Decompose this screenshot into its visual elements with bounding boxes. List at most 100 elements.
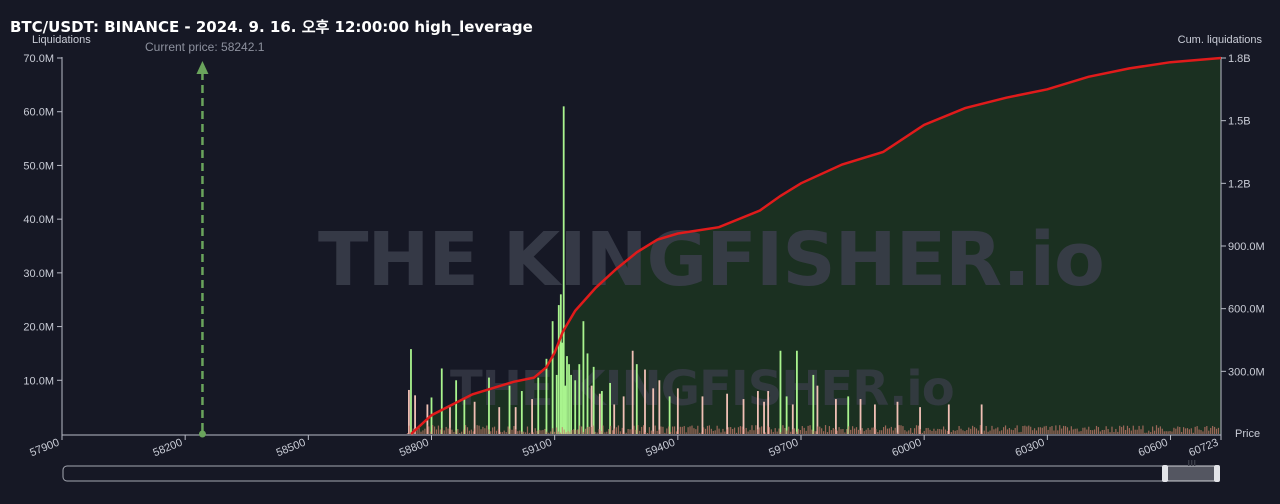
- liquidation-noise-bar: [521, 431, 523, 434]
- slider-track[interactable]: [62, 465, 1220, 482]
- liquidation-noise-bar: [879, 430, 881, 434]
- liquidation-bar: [676, 388, 679, 434]
- liquidation-bar: [896, 401, 899, 434]
- liquidation-noise-bar: [1045, 425, 1047, 434]
- liquidation-noise-bar: [503, 430, 505, 434]
- liquidation-noise-bar: [815, 431, 817, 434]
- liquidation-noise-bar: [542, 430, 544, 434]
- liquidation-bar: [578, 364, 581, 434]
- liquidation-noise-bar: [550, 431, 552, 434]
- liquidation-noise-bar: [792, 429, 794, 434]
- liquidation-bar: [859, 399, 862, 434]
- liquidation-noise-bar: [530, 432, 532, 434]
- liquidation-noise-bar: [612, 430, 614, 434]
- liquidation-bar: [644, 369, 646, 434]
- liquidation-noise-bar: [1113, 431, 1115, 434]
- watermark-text-1: THE KINGFISHER.io: [318, 217, 1104, 303]
- liquidation-noise-bar: [735, 432, 738, 434]
- liquidation-noise-bar: [983, 430, 985, 434]
- liquidation-noise-bar: [687, 427, 689, 434]
- liquidation-noise-bar: [478, 425, 480, 434]
- liquidation-noise-bar: [697, 425, 699, 434]
- liquidation-noise-bar: [757, 429, 759, 434]
- liquidation-noise-bar: [675, 431, 678, 434]
- liquidation-noise-bar: [662, 426, 664, 434]
- liquidation-noise-bar: [1090, 429, 1092, 434]
- liquidation-noise-bar: [1208, 430, 1210, 434]
- liquidation-noise-bar: [1018, 432, 1020, 434]
- liquidation-noise-bar: [1047, 429, 1049, 434]
- current-price-marker: Current price: 58242.1: [145, 40, 265, 438]
- liquidation-noise-bar: [683, 426, 685, 434]
- liquidation-noise-bar: [672, 426, 674, 434]
- liquidation-noise-bar: [1095, 425, 1098, 434]
- liquidation-noise-bar: [968, 427, 970, 434]
- liquidation-noise-bar: [424, 428, 426, 434]
- liquidation-noise-bar: [1157, 427, 1160, 434]
- liquidation-noise-bar: [447, 428, 449, 434]
- liquidation-noise-bar: [540, 430, 542, 434]
- liquidation-noise-bar: [650, 430, 652, 434]
- liquidation-noise-bar: [896, 432, 898, 434]
- range-slider[interactable]: [62, 460, 1220, 482]
- liquidation-noise-bar: [644, 432, 647, 434]
- liquidation-noise-bar: [457, 429, 459, 434]
- liquidation-noise-bar: [726, 429, 728, 434]
- liquidation-noise-bar: [584, 428, 587, 434]
- liquidation-noise-bar: [952, 430, 954, 434]
- liquidation-noise-bar: [588, 426, 591, 434]
- liquidation-noise-bar: [459, 432, 461, 434]
- liquidation-noise-bar: [437, 425, 440, 434]
- liquidation-noise-bar: [759, 427, 761, 434]
- liquidation-noise-bar: [774, 428, 776, 434]
- liquidation-noise-bar: [801, 426, 803, 434]
- y-left-tick-label: 30.0M: [23, 268, 54, 280]
- liquidation-noise-bar: [1076, 428, 1078, 434]
- liquidation-noise-bar: [532, 432, 534, 434]
- liquidation-noise-bar: [670, 431, 672, 434]
- liquidation-noise-bar: [931, 430, 933, 434]
- slider-handle-left[interactable]: [1162, 465, 1168, 482]
- cumulative-line: [410, 56, 1222, 435]
- liquidation-noise-bar: [1200, 430, 1202, 434]
- liquidation-noise-bar: [592, 425, 594, 434]
- liquidation-noise-bar: [673, 426, 676, 434]
- liquidation-bar: [812, 374, 815, 434]
- liquidation-noise-bar: [455, 430, 457, 434]
- liquidation-noise-bar: [884, 425, 887, 434]
- liquidation-noise-bar: [1010, 429, 1012, 434]
- liquidation-noise-bar: [1130, 430, 1132, 434]
- liquidation-noise-bar: [608, 429, 610, 434]
- liquidation-noise-bar: [476, 425, 478, 434]
- liquidation-noise-bar: [869, 429, 871, 434]
- liquidation-noise-bar: [470, 429, 472, 434]
- liquidation-noise-bar: [505, 432, 507, 434]
- slider-handle-right[interactable]: [1214, 465, 1220, 482]
- liquidation-noise-bar: [981, 432, 983, 434]
- liquidation-noise-bar: [1053, 430, 1055, 434]
- slider-window[interactable]: [1165, 465, 1220, 482]
- liquidation-noise-bar: [639, 430, 641, 434]
- liquidation-noise-bar: [490, 431, 492, 434]
- liquidation-noise-bar: [728, 427, 730, 434]
- x-tick-label: 60600: [1137, 437, 1170, 460]
- liquidation-noise-bar: [1061, 428, 1063, 434]
- x-axis-title: Price: [1235, 428, 1260, 440]
- liquidation-bar: [566, 356, 568, 434]
- liquidation-noise-bar: [948, 429, 951, 434]
- liquidation-noise-bar: [586, 427, 589, 434]
- liquidation-noise-bar: [805, 430, 807, 434]
- liquidation-noise-bar: [958, 426, 960, 434]
- liquidation-noise-bar: [1132, 425, 1134, 434]
- liquidation-noise-bar: [902, 426, 904, 434]
- current-price-dot: [198, 430, 206, 438]
- slider-grip-icon[interactable]: [1188, 460, 1196, 466]
- liquidation-noise-bar: [946, 430, 949, 434]
- liquidation-noise-bar: [1032, 430, 1034, 434]
- liquidation-noise-bar: [631, 429, 633, 434]
- liquidation-noise-bar: [1092, 430, 1094, 434]
- liquidation-noise-bar: [499, 431, 501, 434]
- liquidation-noise-bar: [1128, 428, 1131, 434]
- liquidation-noise-bar: [461, 431, 463, 434]
